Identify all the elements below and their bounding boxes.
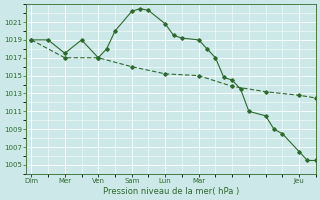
X-axis label: Pression niveau de la mer( hPa ): Pression niveau de la mer( hPa ) <box>103 187 239 196</box>
